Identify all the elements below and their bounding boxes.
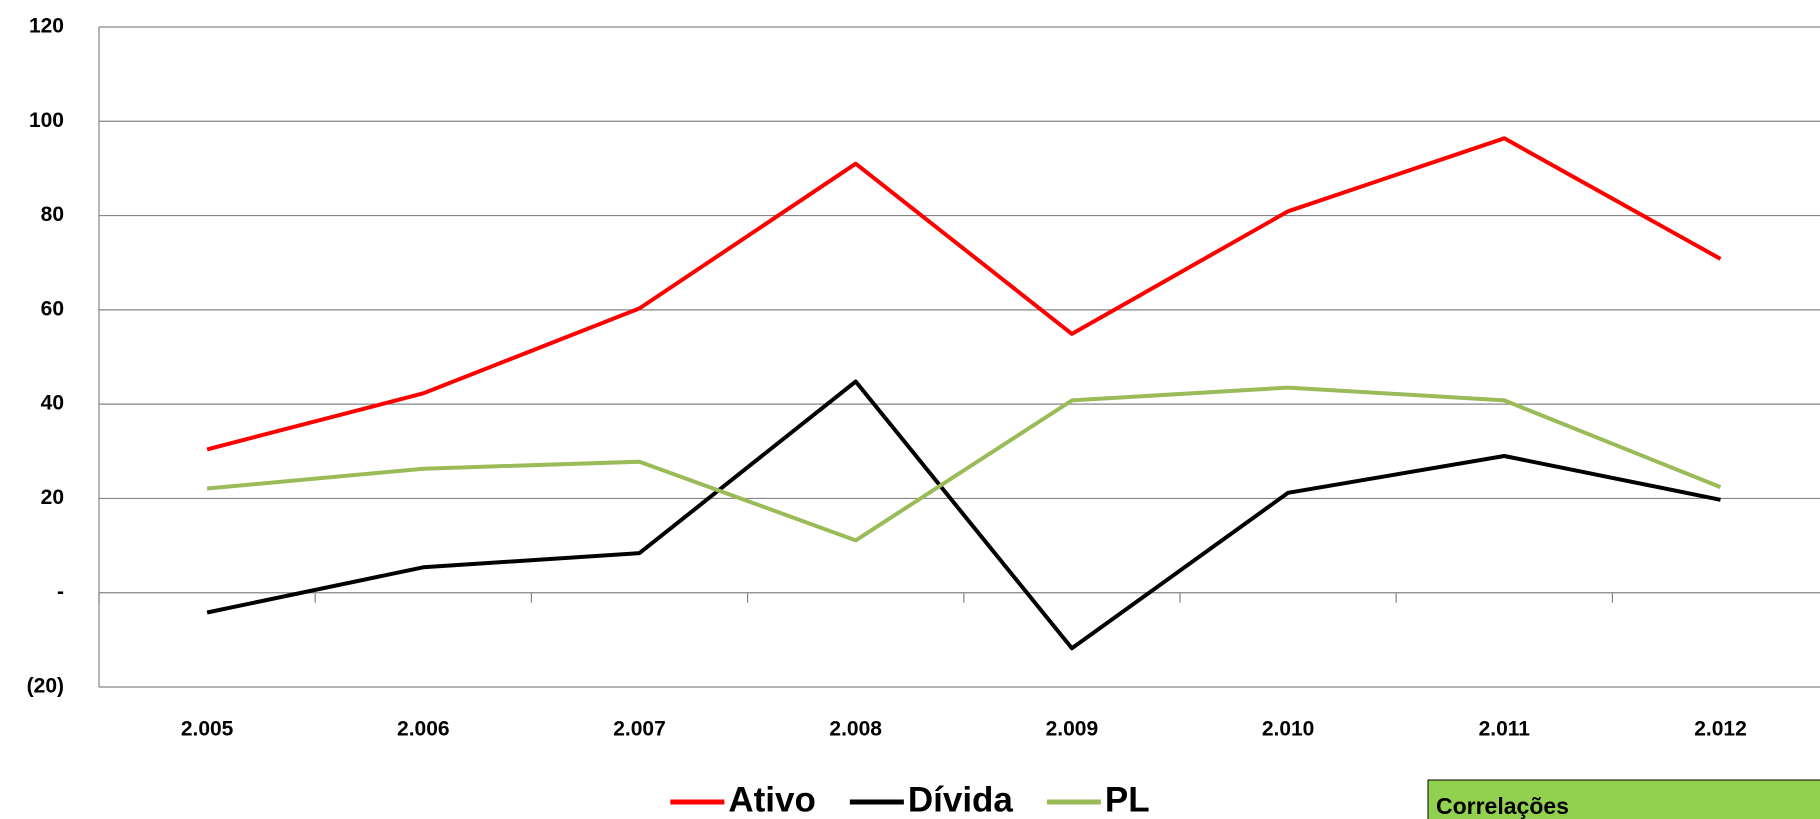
- x-tick-label: 2.010: [1262, 718, 1315, 741]
- x-tick-label: 2.011: [1479, 718, 1531, 741]
- x-tick-label: 2.007: [613, 718, 666, 741]
- legend-label: Ativo: [728, 780, 816, 819]
- y-tick-label: 100: [29, 109, 64, 132]
- annotation: Correlações: [1436, 793, 1569, 819]
- legend: Ativo Dívida PL: [670, 780, 1150, 819]
- y-tick-label: (20): [27, 675, 64, 698]
- x-tick-label: 2.012: [1694, 718, 1747, 741]
- x-tick-label: 2.005: [181, 718, 234, 741]
- y-tick-label: 60: [41, 297, 64, 320]
- y-tick-label: 120: [29, 15, 64, 38]
- annotation-box: [1427, 779, 1820, 819]
- line-series: [206, 136, 1722, 452]
- legend-label: Dívida: [908, 780, 1014, 819]
- x-tick-label: 2.006: [397, 718, 450, 741]
- y-tick-label: 20: [41, 486, 64, 509]
- x-tick-label: 2.008: [829, 718, 882, 741]
- line-series: [206, 379, 1721, 651]
- line-series: [206, 385, 1722, 543]
- legend-label: PL: [1105, 780, 1150, 819]
- y-tick-label: 40: [41, 392, 64, 415]
- y-tick-label: -: [57, 580, 64, 603]
- y-tick-label: 80: [41, 203, 64, 226]
- x-tick-label: 2.009: [1046, 718, 1099, 741]
